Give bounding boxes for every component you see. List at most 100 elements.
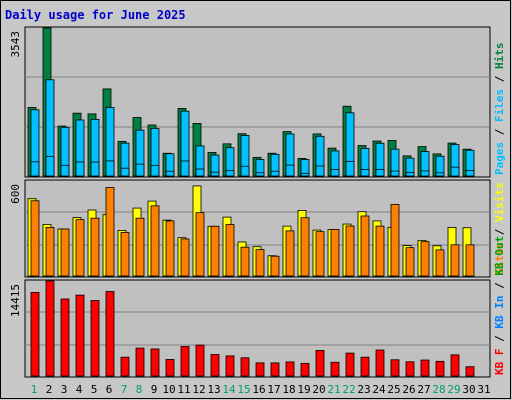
day-label-7: 7 [121,383,128,396]
legend-separator: / [493,75,506,89]
bar-sites-day-4 [75,219,85,277]
bar-sites-day-21 [330,229,340,277]
bar-pages-day-5 [90,161,100,177]
plot-area-3 [24,279,491,378]
bar-kb-f-day-30 [465,366,475,377]
bar-kb-f-day-15 [240,357,250,377]
bar-kb-f-day-14 [225,355,235,377]
day-label-20: 20 [312,383,325,396]
bar-sites-day-20 [315,231,325,277]
bar-sites-day-13 [210,225,220,277]
bar-sites-day-17 [270,255,280,277]
bar-sites-day-6 [105,187,115,277]
bar-pages-day-1 [30,161,40,177]
bar-kb-f-day-6 [105,291,115,377]
bar-pages-day-18 [285,164,295,177]
bar-kb-f-day-19 [300,362,310,377]
day-label-5: 5 [91,383,98,396]
legend-kb-in: KB In [493,296,506,336]
bar-sites-day-28 [435,249,445,277]
bar-pages-day-21 [330,169,340,177]
bar-pages-day-14 [225,170,235,177]
legend-pages: Pages [493,142,506,175]
bar-sites-day-15 [240,246,250,277]
bar-kb-f-day-8 [135,347,145,377]
bar-kb-f-day-9 [150,348,160,377]
day-label-27: 27 [417,383,430,396]
bar-sites-day-27 [420,241,430,277]
bar-pages-day-16 [255,172,265,177]
bar-pages-day-24 [375,168,385,177]
day-label-15: 15 [237,383,250,396]
bar-kb-f-day-22 [345,352,355,377]
bar-kb-f-day-5 [90,300,100,377]
bar-pages-day-20 [315,165,325,177]
bar-sites-day-5 [90,217,100,277]
legend-separator: / [493,282,506,296]
bar-pages-day-9 [150,164,160,177]
bar-pages-day-27 [420,170,430,177]
side-legend-3: KB F / KB In / KB Out [493,236,506,375]
legend-separator: / [493,335,506,349]
bar-kb-f-day-24 [375,349,385,377]
legend-files: Files [493,89,506,129]
bar-sites-day-23 [360,215,370,277]
bar-pages-day-4 [75,161,85,177]
day-label-17: 17 [267,383,280,396]
day-label-23: 23 [357,383,370,396]
bar-sites-day-3 [60,228,70,277]
bar-pages-day-6 [105,160,115,177]
bar-pages-day-7 [120,167,130,177]
bar-kb-f-day-7 [120,356,130,377]
bar-kb-f-day-20 [315,350,325,377]
side-legend-2: Sites / Visits [493,182,506,275]
bar-kb-f-day-4 [75,294,85,377]
bar-sites-day-30 [465,244,475,277]
day-label-11: 11 [177,383,190,396]
bar-sites-day-24 [375,225,385,277]
day-label-6: 6 [106,383,113,396]
bar-kb-f-day-26 [405,361,415,377]
panel-3: 14415 KB F / KB In / KB Out [9,236,506,378]
bar-sites-day-8 [135,217,145,277]
bar-pages-day-28 [435,172,445,177]
bar-pages-day-13 [210,171,220,177]
day-label-10: 10 [162,383,175,396]
day-label-22: 22 [342,383,355,396]
bar-sites-day-2 [45,226,55,277]
day-label-1: 1 [31,383,38,396]
bar-kb-f-day-10 [165,359,175,377]
bar-kb-f-day-23 [360,356,370,377]
bar-kb-f-day-28 [435,360,445,377]
bar-pages-day-12 [195,168,205,177]
y-max-label-1: 3543 [9,31,22,58]
day-label-19: 19 [297,383,310,396]
bar-sites-day-12 [195,212,205,277]
bar-pages-day-26 [405,172,415,177]
day-label-3: 3 [61,383,68,396]
chart-title: Daily usage for June 2025 [5,8,186,22]
bar-sites-day-29 [450,244,460,277]
legend-visits: Visits [493,182,506,228]
day-label-31: 31 [477,383,490,396]
bar-kb-f-day-25 [390,359,400,377]
bar-pages-day-30 [465,170,475,177]
bar-kb-f-day-29 [450,354,460,377]
bar-pages-day-11 [180,160,190,177]
bar-sites-day-16 [255,249,265,277]
bar-sites-day-19 [300,217,310,277]
bar-pages-day-25 [390,170,400,177]
bar-sites-day-26 [405,247,415,277]
plot-area-1 [24,26,491,178]
day-label-2: 2 [46,383,53,396]
panel-1: 3543 Pages / Files / Hits [9,26,506,178]
day-label-12: 12 [192,383,205,396]
bar-kb-f-day-12 [195,344,205,377]
bar-sites-day-1 [30,200,40,277]
bar-sites-day-14 [225,224,235,277]
bar-kb-f-day-21 [330,361,340,377]
panel-2: 600 Sites / Visits [9,179,506,278]
